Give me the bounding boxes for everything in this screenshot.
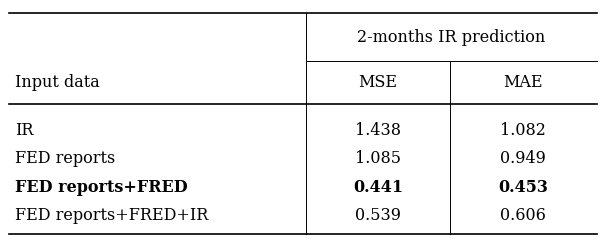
- Text: FED reports+FRED: FED reports+FRED: [15, 179, 188, 196]
- Text: 1.438: 1.438: [355, 122, 401, 139]
- Text: FED reports+FRED+IR: FED reports+FRED+IR: [15, 208, 209, 224]
- Text: 0.441: 0.441: [353, 179, 403, 196]
- Text: MAE: MAE: [504, 74, 543, 91]
- Text: Input data: Input data: [15, 74, 100, 91]
- Text: MSE: MSE: [359, 74, 397, 91]
- Text: IR: IR: [15, 122, 34, 139]
- Text: 0.539: 0.539: [355, 208, 401, 224]
- Text: 0.949: 0.949: [501, 150, 546, 167]
- Text: FED reports: FED reports: [15, 150, 116, 167]
- Text: 0.453: 0.453: [498, 179, 548, 196]
- Text: 2-months IR prediction: 2-months IR prediction: [357, 29, 545, 46]
- Text: 1.085: 1.085: [355, 150, 401, 167]
- Text: 1.082: 1.082: [501, 122, 546, 139]
- Text: 0.606: 0.606: [501, 208, 546, 224]
